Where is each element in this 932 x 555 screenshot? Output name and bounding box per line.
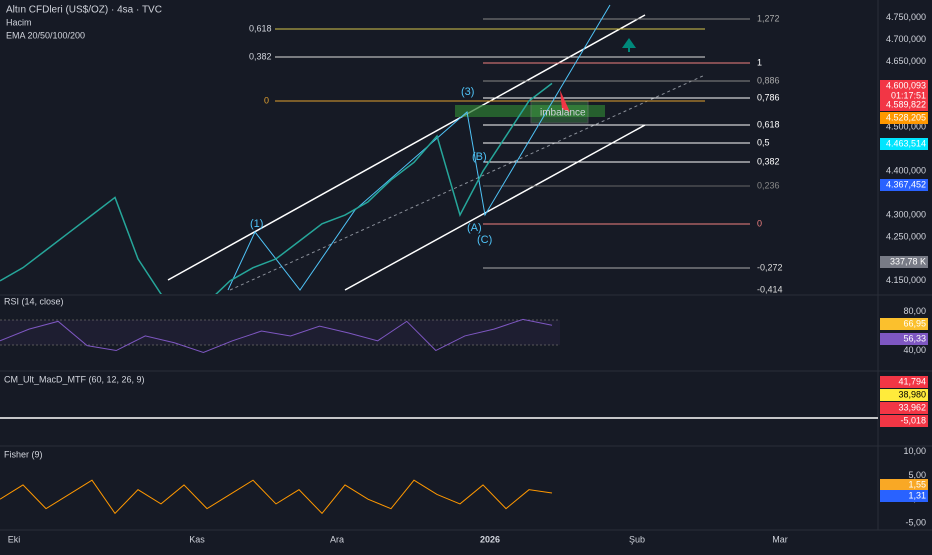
value-tag-text: 41,794 xyxy=(898,376,926,386)
fib-left: 0,382 xyxy=(249,51,272,61)
fib-right: -0,414 xyxy=(757,284,783,294)
fib-right: 0,382 xyxy=(757,156,780,166)
wave: (B) xyxy=(472,151,487,163)
y-tick-label: 4.650,000 xyxy=(886,56,926,66)
price-tag-text: 4.463,514 xyxy=(886,138,926,148)
volume-label: Hacim xyxy=(6,17,32,27)
price-tag xyxy=(880,179,928,191)
value-tag xyxy=(880,333,928,345)
symbol: Altın CFDleri (US$/OZ) · 4sa · TVC xyxy=(6,5,162,16)
value-tag-text: 66,95 xyxy=(903,318,926,328)
fib-right: 0,618 xyxy=(757,119,780,129)
y-tick-label: 5,00 xyxy=(908,470,926,480)
y-tick-label: 4.400,000 xyxy=(886,166,926,176)
x-tick-label: Kas xyxy=(189,534,205,544)
pane-title: Fisher (9) xyxy=(4,449,43,459)
x-tick-label: 2026 xyxy=(480,534,500,544)
fib-left: 0,618 xyxy=(249,23,272,33)
value-tag xyxy=(880,318,928,330)
zone-label: imbalance xyxy=(540,108,586,119)
value-tag-text: 1,31 xyxy=(908,490,926,500)
fib-right: 0,236 xyxy=(757,180,780,190)
fib-right: 1,272 xyxy=(757,13,780,23)
value-tag-text: -5,018 xyxy=(900,415,926,425)
y-tick-label: -5,00 xyxy=(905,517,926,527)
ema-label: EMA 20/50/100/200 xyxy=(6,30,85,40)
price-tag-text: 4.528,205 xyxy=(886,112,926,122)
price-tag-text: 4.367,452 xyxy=(886,179,926,189)
wave: (1) xyxy=(250,218,263,230)
price-line xyxy=(0,82,553,294)
y-tick-label: 4.700,000 xyxy=(886,34,926,44)
price-tag xyxy=(880,99,928,111)
y-tick-label: 4.300,000 xyxy=(886,209,926,219)
indicator-line xyxy=(0,479,553,515)
value-tag xyxy=(880,479,928,491)
price-tag-text: 4.600,093 xyxy=(886,80,926,90)
y-tick-label: 4.750,000 xyxy=(886,12,926,22)
price-tag-text: 01:17:51 xyxy=(891,90,926,100)
wave: (A) xyxy=(467,222,482,234)
drawings xyxy=(0,4,878,419)
y-tick-label: 40,00 xyxy=(903,345,926,355)
separators xyxy=(0,0,932,531)
y-tick-label: 4.500,000 xyxy=(886,122,926,132)
value-tag xyxy=(880,376,928,388)
price-tag-text: 4.589,822 xyxy=(886,99,926,109)
indicator-line xyxy=(0,318,553,354)
fib-left: 0 xyxy=(264,95,269,105)
price-tag xyxy=(880,138,928,150)
price-tag xyxy=(880,112,928,124)
y-tick-label: 4.150,000 xyxy=(886,275,926,285)
y-tick-label: 80,00 xyxy=(903,306,926,316)
fib-right: 0 xyxy=(757,218,762,228)
value-tag xyxy=(880,389,928,401)
pane-title: CM_Ult_MacD_MTF (60, 12, 26, 9) xyxy=(4,374,145,384)
fib-right: 0,786 xyxy=(757,92,780,102)
fib-right: 1 xyxy=(757,57,762,67)
fib-right: 0,5 xyxy=(757,137,770,147)
price-tag-text: 337,78 K xyxy=(890,256,926,266)
price-tag xyxy=(880,256,928,268)
value-tag-text: 1,55 xyxy=(908,479,926,489)
value-tag-text: 38,980 xyxy=(898,389,926,399)
value-tag xyxy=(880,415,928,427)
price-group xyxy=(0,82,553,294)
fib-right: 0,886 xyxy=(757,75,780,85)
value-tag xyxy=(880,402,928,414)
pane-title: RSI (14, close) xyxy=(4,296,64,306)
fib-right: -0,272 xyxy=(757,262,783,272)
x-tick-label: Eki xyxy=(8,534,21,544)
wave: (C) xyxy=(477,234,492,246)
wave: (3) xyxy=(461,86,474,98)
y-tick-label: 10,00 xyxy=(903,446,926,456)
y-tick-label: 4.250,000 xyxy=(886,231,926,241)
value-tag-text: 33,962 xyxy=(898,402,926,412)
value-tag-text: 56,33 xyxy=(903,333,926,343)
price-tag xyxy=(880,80,928,92)
x-tick-label: Şub xyxy=(629,534,645,544)
x-tick-label: Ara xyxy=(330,534,344,544)
x-tick-label: Mar xyxy=(772,534,788,544)
labels: Altın CFDleri (US$/OZ) · 4sa · TVC Hacim… xyxy=(4,5,586,460)
value-tag xyxy=(880,490,928,502)
